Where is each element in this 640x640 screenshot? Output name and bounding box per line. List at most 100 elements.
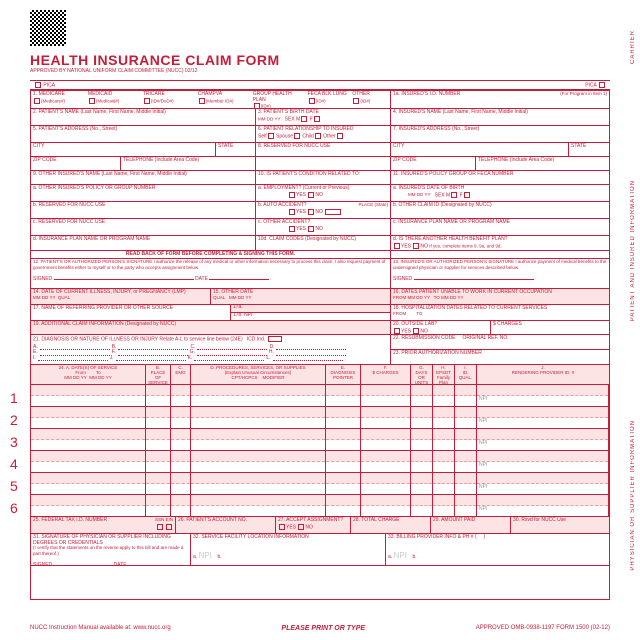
hdr-24a: 24. A. DATE(S) OF SERVICE xyxy=(59,365,118,370)
chk-auto-no[interactable] xyxy=(308,209,314,215)
lbl-tricare: TRICARE xyxy=(143,91,165,97)
chk-champva[interactable] xyxy=(199,98,205,104)
row-number-2: 2 xyxy=(10,412,18,428)
lbl-23: 23. PRIOR AUTHORIZATION NUMBER xyxy=(393,350,482,356)
page-title: HEALTH INSURANCE CLAIM FORM xyxy=(30,52,280,68)
chk-oth-no[interactable] xyxy=(308,226,314,232)
footer-left: NUCC Instruction Manual available at: ww… xyxy=(30,625,171,632)
chk-lab-y[interactable] xyxy=(394,328,400,334)
chk-ins-m[interactable] xyxy=(451,192,457,198)
lbl-12: 12. PATIENT'S OR AUTHORIZED PERSON'S SIG… xyxy=(33,259,385,270)
page-subtitle: APPROVED BY NATIONAL UNIFORM CLAIM COMMI… xyxy=(30,68,197,74)
lbl-10d: 10d. CLAIM CODES (Designated by NUCC) xyxy=(258,236,356,242)
lbl-tel-i: TELEPHONE (Include Area Code) xyxy=(478,157,554,163)
lbl-29: 29. AMOUNT PAID xyxy=(433,517,475,523)
lbl-insured-addr: 7. INSURED'S ADDRESS (No., Street) xyxy=(393,126,479,132)
chk-tricare[interactable] xyxy=(144,98,150,104)
lbl-reserved-8: 8. RESERVED FOR NUCC USE xyxy=(258,143,330,149)
icd-ind[interactable] xyxy=(268,336,282,342)
lbl-27: 27. ACCEPT ASSIGNMENT? xyxy=(278,517,343,523)
chk-emp-yes[interactable] xyxy=(289,192,295,198)
chk-medicare[interactable] xyxy=(34,98,40,104)
footer-right: APPROVED OMB-0938-1197 FORM 1500 (02-12) xyxy=(476,625,610,632)
lbl-signed-12: SIGNED xyxy=(33,276,52,282)
qr-code xyxy=(30,10,66,46)
lbl-21: 21. DIAGNOSIS OR NATURE OF ILLNESS OR IN… xyxy=(33,336,243,342)
lbl-33: 33. BILLING PROVIDER INFO & PH # xyxy=(388,534,474,540)
service-row-1: NPI xyxy=(31,385,609,407)
service-row-5: NPI xyxy=(31,473,609,495)
lbl-11d: d. IS THERE ANOTHER HEALTH BENEFIT PLAN? xyxy=(393,236,507,242)
chk-oth-yes[interactable] xyxy=(289,226,295,232)
chk-other1[interactable] xyxy=(353,98,359,104)
chk-accept-n[interactable] xyxy=(298,524,304,530)
side-carrier: CARRIER xyxy=(630,30,636,64)
lbl-11b: b. OTHER CLAIM ID (Designated by NUCC) xyxy=(393,202,492,208)
chk-accept-y[interactable] xyxy=(279,524,285,530)
chk-child[interactable] xyxy=(315,133,321,139)
lbl-13: 13. INSURED'S OR AUTHORIZED PERSON'S SIG… xyxy=(393,259,606,270)
chk-spouse[interactable] xyxy=(294,133,300,139)
lbl-10a: a. EMPLOYMENT? (Current or Previous) xyxy=(258,185,349,191)
chk-ins-f[interactable] xyxy=(464,192,470,198)
chk-other-plan-y[interactable] xyxy=(394,243,400,249)
lbl-relationship: 6. PATIENT RELATIONSHIP TO INSURED xyxy=(258,126,354,132)
pica-check-left[interactable] xyxy=(35,82,41,88)
chk-feca[interactable] xyxy=(309,98,315,104)
pica-row: PICA PICA xyxy=(30,80,610,90)
lbl-22: 22. RESUBMISSION CODE xyxy=(393,335,456,341)
chk-rel-other[interactable] xyxy=(337,133,343,139)
lbl-31: 31. SIGNATURE OF PHYSICIAN OR SUPPLIER I… xyxy=(33,534,171,546)
lbl-20-charges: $ CHARGES xyxy=(493,321,522,327)
lbl-11a: a. INSURED'S DATE OF BIRTH xyxy=(393,185,464,191)
lbl-feca: FECA BLK LUNG xyxy=(308,91,347,97)
chk-lab-n[interactable] xyxy=(413,328,419,334)
lbl-28: 28. TOTAL CHARGE xyxy=(353,517,400,523)
lbl-state-i: STATE xyxy=(571,143,586,149)
lbl-patient-name: 2. PATIENT'S NAME (Last Name, First Name… xyxy=(33,109,166,115)
chk-emp-no[interactable] xyxy=(308,192,314,198)
service-row-2: NPI xyxy=(31,407,609,429)
form-grid: 1. MEDICARE(Medicare#) MEDICAID(Medicaid… xyxy=(30,90,610,600)
lbl-condition: 10. IS PATIENT'S CONDITION RELATED TO: xyxy=(258,171,360,177)
lbl-9c: c. RESERVED FOR NUCC USE xyxy=(33,219,105,225)
chk-auto-yes[interactable] xyxy=(289,209,295,215)
row-number-5: 5 xyxy=(10,478,18,494)
footer-center: PLEASE PRINT OR TYPE xyxy=(281,625,365,632)
side-physician: PHYSICIAN OR SUPPLIER INFORMATION xyxy=(630,420,636,571)
row-number-4: 4 xyxy=(10,456,18,472)
lbl-9d: d. INSURANCE PLAN NAME OR PROGRAM NAME xyxy=(33,236,150,242)
lbl-9a: a. OTHER INSURED'S POLICY OR GROUP NUMBE… xyxy=(33,185,155,191)
lbl-tel-p: TELEPHONE (Include Area Code) xyxy=(123,157,199,163)
pica-check-right[interactable] xyxy=(599,82,605,88)
chk-medicaid[interactable] xyxy=(89,98,95,104)
lbl-group: GROUP HEALTH PLAN xyxy=(253,91,292,103)
lbl-insured-id: 1a. INSURED'S I.D. NUMBER xyxy=(393,91,460,97)
row-number-6: 6 xyxy=(10,500,18,516)
lbl-patient-dob: 3. PATIENT'S BIRTH DATE xyxy=(258,109,319,115)
lbl-25: 25. FEDERAL TAX I.D. NUMBER xyxy=(33,517,107,523)
lbl-champva: CHAMPVA xyxy=(198,91,222,97)
lbl-insured-name: 4. INSURED'S NAME (Last Name, First Name… xyxy=(393,109,528,115)
lbl-medicaid: MEDICAID xyxy=(88,91,112,97)
chk-sex-m[interactable] xyxy=(301,116,307,122)
lbl-other-insured: 9. OTHER INSURED'S NAME (Last Name, Firs… xyxy=(33,171,187,177)
lbl-32: 32. SERVICE FACILITY LOCATION INFORMATIO… xyxy=(193,534,309,540)
lbl-patient-addr: 5. PATIENT'S ADDRESS (No., Street) xyxy=(33,126,117,132)
lbl-26: 26. PATIENT'S ACCOUNT NO. xyxy=(178,517,247,523)
chk-self[interactable] xyxy=(268,133,274,139)
service-row-6: NPI xyxy=(31,495,609,517)
place-state[interactable] xyxy=(325,209,341,215)
chk-group[interactable] xyxy=(254,103,260,108)
lbl-20: 20. OUTSIDE LAB? xyxy=(393,321,437,327)
lbl-11c: c. INSURANCE PLAN NAME OR PROGRAM NAME xyxy=(393,219,510,225)
chk-ein[interactable] xyxy=(166,524,172,530)
chk-other-plan-n[interactable] xyxy=(413,243,419,249)
pica-left: PICA xyxy=(43,82,55,88)
pica-right: PICA xyxy=(585,82,596,88)
row-number-1: 1 xyxy=(10,390,18,406)
chk-sex-f[interactable] xyxy=(314,116,320,122)
lbl-other1: OTHER xyxy=(352,91,370,97)
chk-ssn[interactable] xyxy=(157,524,163,530)
lbl-19: 19. ADDITIONAL CLAIM INFORMATION (Design… xyxy=(33,321,176,327)
